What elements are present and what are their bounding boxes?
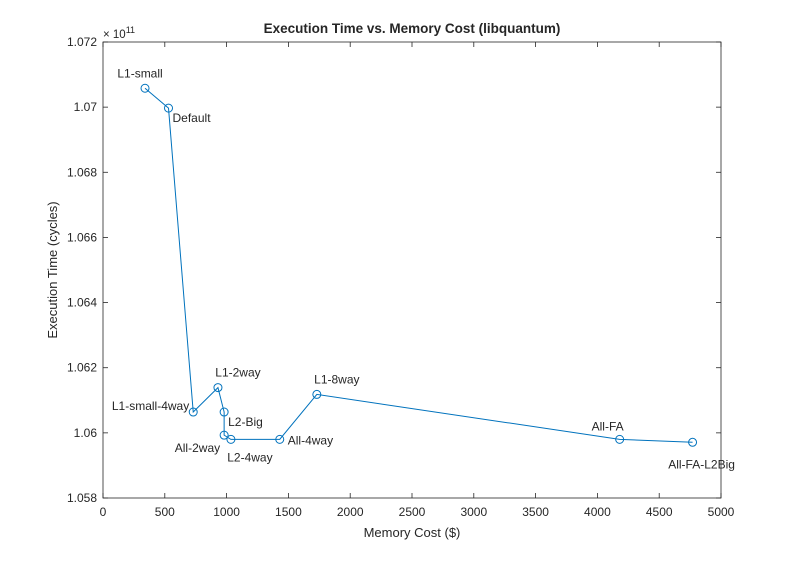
x-axis-label: Memory Cost ($) bbox=[364, 525, 461, 540]
y-exponent: × 1011 bbox=[103, 25, 135, 41]
markers bbox=[140, 83, 698, 447]
data-point bbox=[688, 437, 698, 447]
y-tick-label: 1.066 bbox=[67, 230, 97, 244]
x-tick-label: 4500 bbox=[646, 505, 673, 519]
series-line bbox=[144, 87, 693, 443]
data-point bbox=[615, 434, 625, 444]
point-label: Default bbox=[173, 111, 212, 125]
point-label: L1-small bbox=[117, 66, 162, 80]
data-point bbox=[219, 407, 229, 417]
y-axis-label: Execution Time (cycles) bbox=[45, 201, 60, 338]
data-point bbox=[275, 434, 285, 444]
data-point bbox=[226, 434, 236, 444]
y-tick-label: 1.072 bbox=[67, 35, 97, 49]
point-label: L1-2way bbox=[215, 366, 260, 380]
ticks bbox=[102, 41, 722, 499]
data-point bbox=[164, 103, 174, 113]
x-tick-label: 5000 bbox=[708, 505, 735, 519]
y-tick-label: 1.07 bbox=[74, 100, 98, 114]
point-label: L1-8way bbox=[314, 372, 359, 386]
x-tick-label: 500 bbox=[155, 505, 175, 519]
y-tick-label: 1.058 bbox=[67, 491, 97, 505]
point-label: All-2way bbox=[175, 441, 220, 455]
point-label: All-FA-L2Big bbox=[668, 457, 735, 471]
tick-labels: 0 500 1000 1500 2000 2500 3000 3500 4000 4500 5000… bbox=[67, 35, 735, 519]
y-exponent-power: 11 bbox=[126, 25, 135, 35]
point-label: All-FA bbox=[592, 419, 624, 433]
point-label: L1-small-4way bbox=[112, 399, 189, 413]
x-tick-label: 1000 bbox=[213, 505, 240, 519]
x-tick-label: 1500 bbox=[275, 505, 302, 519]
x-tick-label: 2000 bbox=[337, 505, 364, 519]
y-tick-label: 1.062 bbox=[67, 361, 97, 375]
x-tick-label: 2500 bbox=[399, 505, 426, 519]
data-point bbox=[140, 83, 150, 93]
data-point bbox=[219, 430, 229, 440]
chart-title: Execution Time vs. Memory Cost (libquant… bbox=[264, 21, 561, 36]
point-label: L2-4way bbox=[227, 450, 272, 464]
data-point bbox=[188, 407, 198, 417]
y-tick-label: 1.06 bbox=[74, 426, 98, 440]
x-tick-label: 0 bbox=[100, 505, 107, 519]
data-point bbox=[312, 389, 322, 399]
x-tick-label: 4000 bbox=[584, 505, 611, 519]
y-tick-label: 1.068 bbox=[67, 165, 97, 179]
point-labels: L1-small Default L1-small-4way L1-2way L2-Bi… bbox=[112, 66, 735, 471]
data-point bbox=[213, 383, 223, 393]
y-exponent-base: × 10 bbox=[103, 29, 126, 41]
point-label: L2-Big bbox=[228, 415, 263, 429]
point-label: All-4way bbox=[288, 433, 333, 447]
y-tick-label: 1.064 bbox=[67, 296, 97, 310]
x-tick-label: 3500 bbox=[522, 505, 549, 519]
x-tick-label: 3000 bbox=[460, 505, 487, 519]
plot-background bbox=[102, 41, 722, 499]
